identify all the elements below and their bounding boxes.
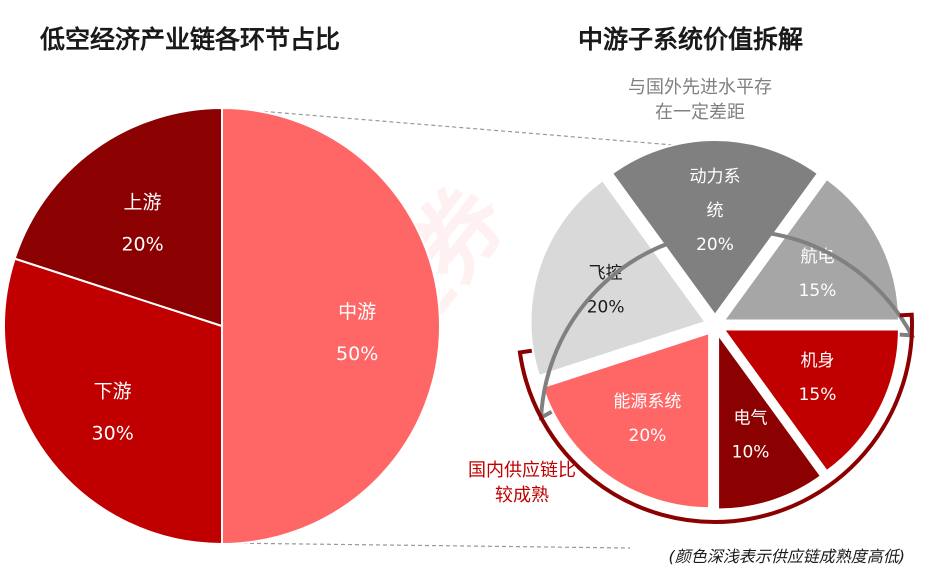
right-slice-5-label-0: 飞控 — [589, 263, 623, 283]
right-slice-5 — [529, 178, 708, 378]
right-slice-4-label-0: 能源系统 — [613, 392, 681, 412]
right-slice-0-label-1: 统 — [707, 201, 724, 221]
right-slice-0-value: 20% — [696, 235, 734, 255]
maturity-brackets — [517, 228, 916, 524]
red-bracket — [517, 312, 914, 524]
red-annotation-line2: 较成熟 — [495, 485, 549, 506]
right-chart-title: 中游子系统价值拆解 — [578, 25, 803, 54]
left-slice-label-0: 中游 — [338, 301, 376, 323]
left-slice-1 — [3, 257, 223, 546]
left-pie: 中游 50% 下游 30% 上游 20% — [3, 106, 441, 546]
left-slice-label-1: 下游 — [94, 380, 132, 402]
right-slice-0-label-0: 动力系 — [690, 167, 741, 187]
right-slice-2 — [721, 328, 900, 473]
left-slice-value-2: 20% — [121, 234, 163, 256]
connector-top — [221, 107, 711, 149]
left-slice-label-2: 上游 — [124, 192, 162, 214]
red-annotation-line1: 国内供应链比 — [468, 460, 576, 481]
left-slice-0 — [221, 106, 441, 546]
grey-annotation-line1: 与国外先进水平存 — [628, 77, 772, 98]
right-slice-1 — [721, 177, 900, 322]
right-slice-1-value: 15% — [799, 281, 837, 301]
right-slice-3-label-0: 电气 — [734, 408, 768, 428]
right-slice-2-value: 15% — [799, 385, 837, 405]
left-slice-2 — [13, 106, 223, 328]
grey-bracket — [538, 228, 916, 421]
right-slice-5-value: 20% — [587, 297, 625, 317]
right-slice-4 — [541, 331, 711, 510]
footnote: (颜色深浅表示供应链成熟度高低) — [669, 547, 906, 566]
connector-bottom — [221, 542, 631, 549]
left-slice-value-1: 30% — [92, 422, 134, 444]
left-slice-value-0: 50% — [336, 343, 378, 365]
right-slice-2-label-0: 机身 — [800, 351, 834, 371]
right-slice-3-value: 10% — [732, 442, 770, 462]
right-slice-4-value: 20% — [629, 426, 667, 446]
grey-annotation-line2: 在一定差距 — [655, 102, 745, 123]
right-slice-3 — [717, 331, 823, 511]
left-chart-title: 低空经济产业链各环节占比 — [39, 25, 340, 54]
right-slice-0 — [610, 139, 820, 317]
